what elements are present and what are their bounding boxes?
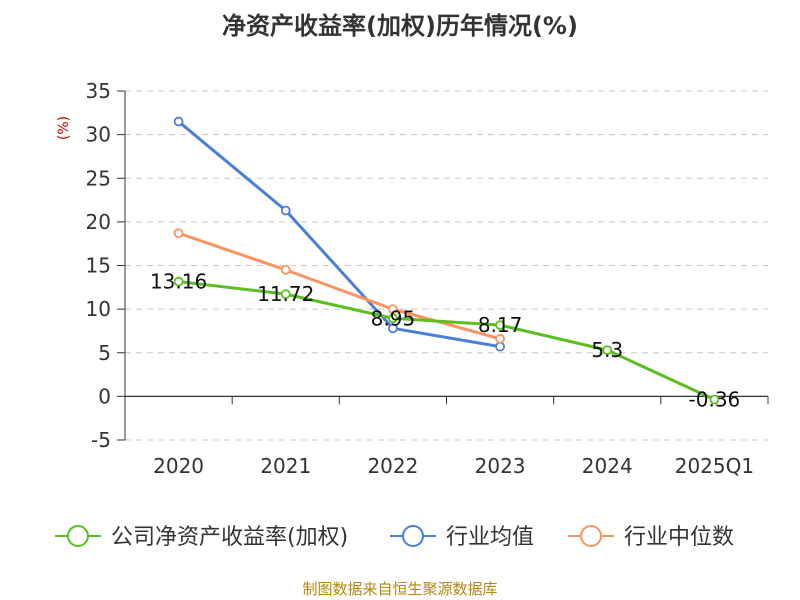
legend: 公司净资产收益率(加权) 行业均值 行业中位数 [55,525,734,550]
legend-label: 行业中位数 [624,525,734,550]
data-point [280,289,291,300]
axes: 35 30 25 20 15 10 5 0 -5 2020 2021 2022 2023 2024 2025… [86,79,769,478]
data-point [388,313,398,324]
data-point [495,320,505,330]
data-labels: 13.16 11.72 8.95 8.17 5.3 -0.36 [150,270,740,412]
data-point [173,228,184,239]
data-point [495,333,505,344]
chart-title: 净资产收益率(加权)历年情况(%) [222,12,578,40]
series-line-0 [178,280,716,401]
y-tick-label: 5 [98,341,111,365]
y-tick-label: 20 [86,210,111,234]
x-tick-label: 2023 [475,454,526,478]
y-tick-label: -5 [91,428,111,452]
series-line-2 [178,231,501,341]
data-point [709,394,720,405]
data-point [280,205,291,216]
x-tick-label: 2024 [582,454,633,478]
data-point [495,341,505,352]
data-label: -0.36 [689,388,741,412]
x-tick-label: 2025Q1 [675,454,754,478]
data-label: 13.16 [150,270,207,294]
legend-label: 公司净资产收益率(加权) [111,525,348,550]
y-tick-label: 25 [86,166,111,190]
legend-marker [402,525,424,547]
legend-marker [67,525,89,547]
y-axis-unit: (%) [56,116,72,140]
x-tick-label: 2020 [153,454,204,478]
grid-lines [125,90,768,441]
source-note: 制图数据来自恒生聚源数据库 [302,580,497,598]
data-label: 8.95 [371,306,416,330]
data-point [173,276,184,287]
y-tick-label: 30 [86,123,111,147]
data-point [388,304,398,315]
data-point [173,116,184,127]
y-tick-label: 35 [86,79,111,103]
series-line-1 [177,120,501,349]
legend-marker [580,525,602,547]
legend-label: 行业均值 [446,525,534,550]
x-tick-label: 2021 [260,454,311,478]
data-label: 8.17 [478,313,523,337]
data-point [602,345,613,356]
data-point [388,323,398,334]
data-label: 5.3 [591,338,623,362]
y-tick-label: 15 [86,254,111,278]
y-tick-label: 0 [98,384,111,408]
data-point [280,264,291,275]
series-group [173,116,720,405]
y-tick-label: 10 [86,297,111,321]
x-tick-label: 2022 [367,454,418,478]
data-label: 11.72 [257,282,314,306]
